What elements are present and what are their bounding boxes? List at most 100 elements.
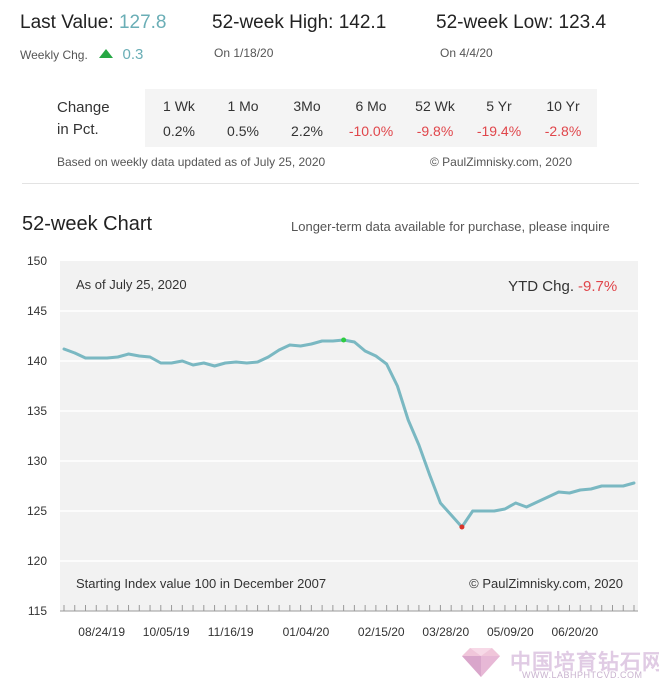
data-point (116, 355, 119, 359)
change-col-header: 10 Yr (546, 98, 580, 114)
low-value: 123.4 (558, 12, 607, 33)
data-point (482, 509, 485, 513)
data-point (622, 484, 625, 488)
data-point (600, 484, 603, 488)
y-tick-label: 150 (27, 254, 47, 268)
change-label-line2: in Pct. (57, 121, 99, 138)
data-point (288, 343, 292, 347)
data-point (320, 339, 324, 343)
data-point (245, 361, 249, 365)
data-point (374, 354, 378, 358)
x-tick-label: 06/20/20 (551, 625, 598, 639)
change-table: 1 Wk 0.2% 1 Mo 0.5% 3Mo 2.2% 6 Mo -10.0% 52 Wk -9… (145, 89, 597, 147)
data-point (159, 361, 162, 365)
series-line (62, 338, 636, 529)
data-point (256, 360, 259, 364)
last-value-label: Last Value: (20, 12, 114, 33)
x-tick-label: 08/24/19 (78, 625, 125, 639)
last-value-number: 127.8 (118, 12, 167, 33)
data-point (525, 505, 528, 509)
x-tick-label: 03/28/20 (422, 625, 469, 639)
change-col-header: 5 Yr (486, 98, 512, 114)
high-value: 142.1 (338, 12, 387, 33)
change-col-value: -10.0% (348, 123, 394, 139)
x-tick-label: 10/05/19 (143, 625, 190, 639)
watermark-text: 中国培育钻石网 (510, 651, 659, 674)
update-note: Based on weekly data updated as of July … (57, 155, 326, 169)
weekly-chg-value: 0.3 (122, 46, 144, 63)
data-point (62, 347, 66, 351)
change-col-header: 3Mo (293, 98, 321, 114)
data-point (202, 361, 206, 365)
data-point (546, 495, 550, 499)
data-point (299, 344, 302, 348)
data-point (353, 340, 356, 344)
data-point (536, 500, 539, 504)
high-marker (341, 337, 347, 343)
purchase-note[interactable]: Longer-term data available for purchase,… (291, 219, 610, 234)
data-point (471, 509, 474, 513)
x-tick-label: 11/16/19 (208, 625, 254, 639)
data-point (213, 364, 216, 368)
data-point (449, 513, 453, 517)
as-of-label: As of July 25, 2020 (76, 277, 187, 292)
x-tick-label: 01/04/20 (283, 625, 330, 639)
x-tick-label: 02/15/20 (358, 625, 405, 639)
change-col-header: 6 Mo (355, 98, 387, 114)
data-point (579, 488, 582, 492)
data-point (406, 418, 410, 422)
high-date: On 1/18/20 (214, 46, 274, 60)
data-point (127, 352, 130, 356)
diamond-logo-icon (462, 648, 500, 677)
change-col-value: 0.5% (227, 123, 259, 139)
chart-copyright: © PaulZimnisky.com, 2020 (469, 576, 623, 591)
data-point (310, 342, 313, 346)
data-point (611, 484, 614, 488)
data-point (514, 501, 517, 505)
chart-title: 52-week Chart (22, 213, 153, 235)
data-point (331, 339, 335, 343)
data-point (267, 355, 270, 359)
data-point (84, 356, 87, 360)
ytd-value: -9.7% (578, 278, 617, 295)
y-tick-label: 135 (27, 404, 47, 418)
change-col-value: 0.2% (163, 123, 195, 139)
y-tick-label: 115 (28, 604, 47, 618)
data-point (95, 356, 98, 360)
change-col-value: 2.2% (291, 123, 323, 139)
data-point (557, 490, 560, 494)
ytd-label: YTD Chg. (508, 278, 574, 295)
low-date: On 4/4/20 (440, 46, 493, 60)
x-tick-label: 05/09/20 (487, 625, 534, 639)
high-52-week: 52-week High: 142.1 (212, 12, 386, 34)
data-point (170, 361, 173, 365)
data-point (191, 363, 195, 367)
data-point (417, 443, 421, 447)
change-label-line1: Change (57, 99, 110, 116)
up-arrow-icon (99, 49, 114, 58)
y-tick-label: 125 (27, 504, 47, 518)
data-point (439, 501, 442, 505)
high-label: 52-week High: (212, 12, 334, 33)
data-point (105, 356, 109, 360)
low-label: 52-week Low: (436, 12, 554, 33)
data-point (492, 509, 496, 513)
change-pct-label: Change in Pct. (57, 97, 110, 141)
low-52-week: 52-week Low: 123.4 (436, 12, 606, 34)
starting-note: Starting Index value 100 in December 200… (76, 576, 326, 591)
data-point (589, 487, 593, 491)
data-point (181, 359, 184, 363)
data-point (632, 481, 636, 485)
y-tick-label: 120 (27, 554, 47, 568)
weekly-chg-label: Weekly Chg. (20, 48, 88, 62)
watermark-url: WWW.LABHPHTCVD.COM (522, 670, 643, 680)
section-divider (22, 183, 639, 184)
change-col-value: -2.8% (544, 123, 582, 139)
y-tick-label: 130 (27, 454, 47, 468)
last-value: Last Value: 127.8 (20, 12, 166, 34)
data-point (138, 354, 141, 358)
change-col-header: 52 Wk (415, 98, 455, 114)
data-point (224, 361, 227, 365)
data-point (428, 473, 431, 477)
